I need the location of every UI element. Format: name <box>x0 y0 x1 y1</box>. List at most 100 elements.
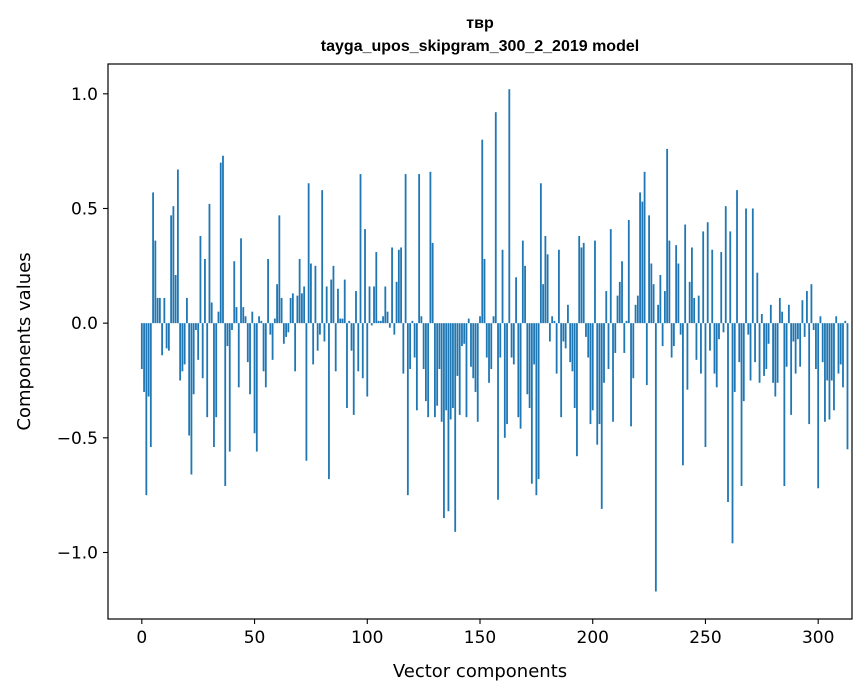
bar-76 <box>312 323 315 365</box>
bar-12 <box>167 323 170 351</box>
bar-57 <box>269 323 272 335</box>
bar-109 <box>386 311 389 324</box>
bar-307 <box>833 323 835 411</box>
bar-2 <box>145 323 148 496</box>
bar-264 <box>736 190 738 324</box>
bar-64 <box>285 323 288 337</box>
bar-9 <box>161 323 164 356</box>
bar-236 <box>672 323 675 347</box>
bar-5 <box>152 192 154 324</box>
bar-310 <box>839 323 842 365</box>
bar-40 <box>231 323 233 331</box>
bar-78 <box>316 323 319 351</box>
bar-25 <box>197 323 200 360</box>
bar-127 <box>427 323 430 418</box>
bar-31 <box>210 302 213 324</box>
bar-137 <box>449 323 452 420</box>
bar-114 <box>397 249 400 324</box>
bar-200 <box>591 323 594 411</box>
bar-257 <box>720 252 723 324</box>
bar-214 <box>623 323 626 353</box>
bar-198 <box>587 323 590 358</box>
bar-269 <box>747 323 750 335</box>
bar-295 <box>806 291 808 324</box>
bar-161 <box>503 323 506 438</box>
bar-54 <box>262 323 265 372</box>
bar-286 <box>785 323 788 367</box>
chart-title: твр <box>466 15 494 32</box>
bar-177 <box>539 183 542 324</box>
bar-22 <box>190 323 193 475</box>
bar-7 <box>156 297 159 324</box>
chart-subtitle: tayga_upos_skipgram_300_2_2019 model <box>321 38 639 55</box>
bar-32 <box>213 323 215 447</box>
bar-273 <box>756 272 759 324</box>
bar-65 <box>287 323 290 333</box>
bar-243 <box>688 281 691 324</box>
bar-303 <box>824 323 826 422</box>
bar-150 <box>479 316 481 324</box>
bar-308 <box>835 316 838 324</box>
bar-302 <box>821 323 824 363</box>
bar-301 <box>819 316 822 324</box>
bar-186 <box>560 323 563 418</box>
bar-232 <box>663 291 666 324</box>
bar-115 <box>400 247 402 324</box>
bar-116 <box>402 323 405 374</box>
bar-231 <box>661 323 664 347</box>
bar-193 <box>576 323 578 457</box>
bar-96 <box>357 323 360 372</box>
bar-211 <box>616 295 619 324</box>
bar-241 <box>684 224 687 324</box>
bar-299 <box>815 323 817 370</box>
bar-167 <box>517 323 520 418</box>
x-axis-label: Vector components <box>393 661 567 682</box>
bar-195 <box>580 247 583 324</box>
bar-156 <box>492 316 495 324</box>
bar-153 <box>485 323 488 358</box>
bar-238 <box>677 263 680 324</box>
bar-306 <box>830 323 833 381</box>
y-axis-ticks: −1.0 −0.5 0.0 0.5 1.0 <box>57 85 108 563</box>
bar-225 <box>648 215 650 324</box>
bar-35 <box>219 162 222 324</box>
bar-84 <box>330 279 333 324</box>
bar-82 <box>325 286 328 324</box>
bar-42 <box>235 307 238 324</box>
bar-298 <box>812 323 815 331</box>
bar-262 <box>731 323 734 544</box>
bar-275 <box>760 313 763 324</box>
bar-172 <box>528 323 531 409</box>
bar-103 <box>373 286 375 324</box>
bar-89 <box>341 318 344 324</box>
bar-154 <box>488 323 490 383</box>
bar-87 <box>337 288 339 324</box>
bar-105 <box>377 320 380 324</box>
bar-224 <box>645 323 648 386</box>
bar-228 <box>654 323 657 592</box>
bar-73 <box>305 323 308 461</box>
bar-159 <box>499 323 502 358</box>
bar-164 <box>510 323 513 358</box>
bar-44 <box>240 238 242 324</box>
bar-43 <box>237 323 240 388</box>
y-axis-label: Components values <box>14 252 35 430</box>
bar-132 <box>438 323 441 370</box>
bar-55 <box>264 323 267 388</box>
bar-235 <box>670 323 673 358</box>
bar-239 <box>679 323 682 335</box>
bar-94 <box>352 323 355 415</box>
bar-219 <box>634 304 637 324</box>
bar-284 <box>781 311 784 324</box>
bar-296 <box>808 323 811 425</box>
bar-210 <box>614 323 617 353</box>
bar-66 <box>289 297 292 324</box>
bar-130 <box>434 323 436 418</box>
bar-277 <box>765 323 768 370</box>
bar-192 <box>573 323 576 409</box>
bar-119 <box>409 323 412 370</box>
bar-146 <box>470 323 472 367</box>
bar-313 <box>846 323 849 450</box>
bar-18 <box>181 323 184 372</box>
bar-121 <box>413 323 416 358</box>
